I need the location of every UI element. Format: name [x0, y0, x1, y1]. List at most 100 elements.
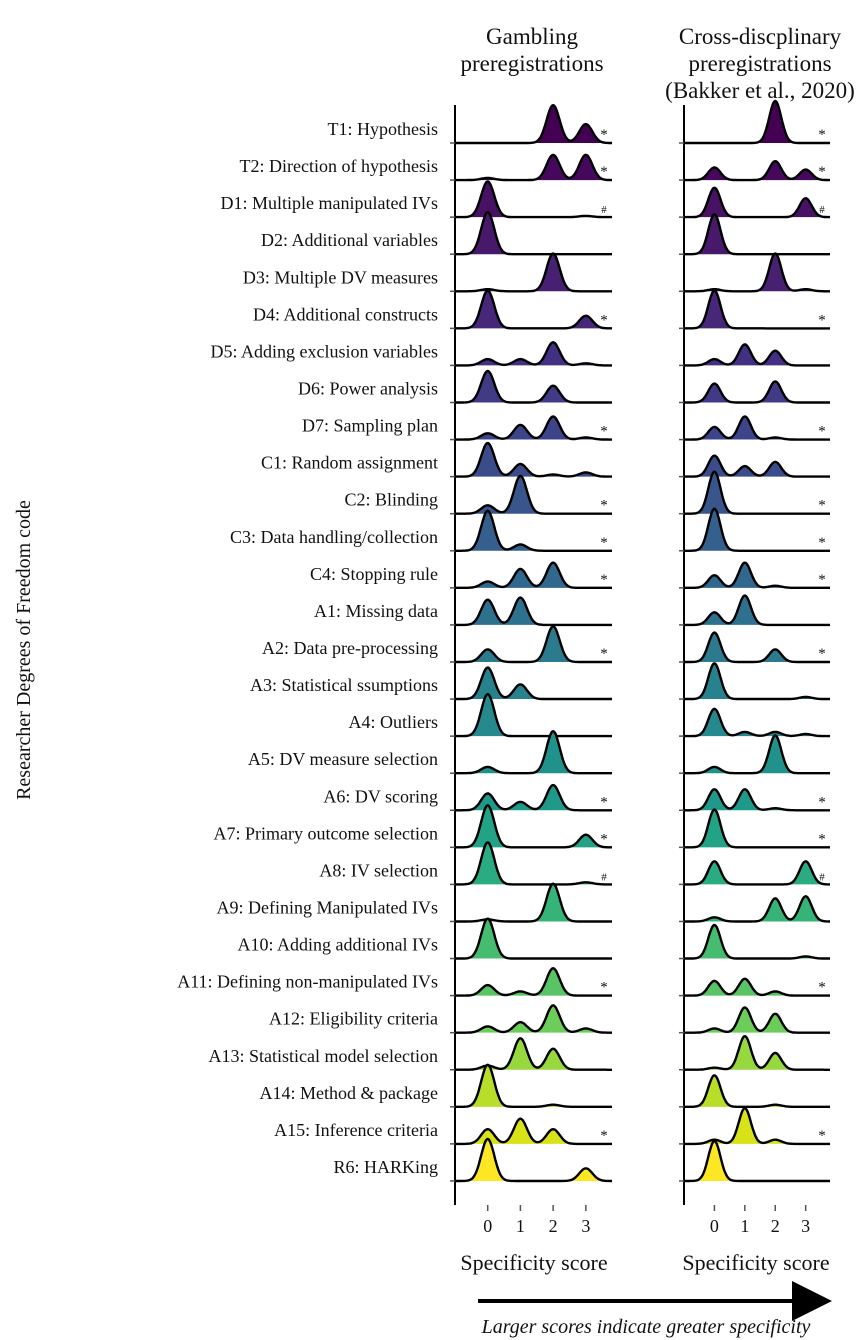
- ridge-line: [684, 380, 830, 404]
- ridge-line: [684, 594, 830, 627]
- row-label: T2: Direction of hypothesis: [240, 156, 438, 176]
- row-label: D6: Power analysis: [298, 378, 438, 398]
- ridge-area: [455, 212, 612, 255]
- ridge-line: [455, 729, 612, 775]
- ridge-line: [455, 341, 612, 367]
- y-axis-label: Researcher Degrees of Freedom code: [13, 500, 35, 800]
- row-label: C3: Data handling/collection: [230, 527, 438, 547]
- flag: *: [818, 980, 826, 996]
- flag: *: [818, 535, 826, 551]
- ridge-line: [684, 808, 830, 849]
- ridge-area: [684, 508, 830, 551]
- x-tick-label: 1: [516, 1216, 525, 1236]
- row-label: A1: Missing data: [314, 601, 438, 621]
- row-label: A4: Outliers: [349, 712, 439, 732]
- ridge-area: [455, 371, 612, 403]
- row-label: A9: Defining Manipulated IVs: [217, 897, 438, 917]
- ridge-area: [684, 187, 830, 218]
- flag: *: [600, 127, 608, 143]
- panel-title: preregistrations: [688, 51, 831, 76]
- row-label: T1: Hypothesis: [328, 119, 439, 139]
- ridge-line: [684, 252, 830, 293]
- ridge-line: [455, 211, 612, 256]
- ridge-area: [455, 290, 612, 329]
- ridge-line: [684, 561, 830, 589]
- ridge-line: [455, 882, 612, 923]
- ridge-area: [684, 861, 830, 885]
- ridge-line: [684, 662, 830, 701]
- ridge-area: [455, 154, 612, 181]
- row-label: C2: Blinding: [344, 490, 438, 510]
- flag: *: [818, 164, 826, 180]
- ridge-line: [684, 788, 830, 812]
- ridge-line: [684, 860, 830, 886]
- row-label: A3: Statistical ssumptions: [250, 675, 438, 695]
- x-tick-label: 0: [710, 1216, 719, 1236]
- ridge-line: [684, 213, 830, 256]
- ridge-area: [684, 809, 830, 848]
- ridge-line: [684, 923, 830, 960]
- row-label: D4: Additional constructs: [253, 304, 438, 324]
- ridge-area: [684, 1075, 830, 1107]
- row-label: R6: HARKing: [333, 1157, 438, 1177]
- row-label: A7: Primary outcome selection: [214, 823, 438, 843]
- ridge-line: [455, 369, 612, 404]
- ridge-area: [684, 978, 830, 996]
- ridge-line: [455, 561, 612, 589]
- ridge-line: [684, 415, 830, 441]
- ridge-area: [455, 694, 612, 737]
- x-tick-label: 1: [740, 1216, 749, 1236]
- ridge-area: [455, 253, 612, 292]
- flag: *: [818, 831, 826, 847]
- x-tick-label: 2: [549, 1216, 558, 1236]
- ridge-area: [684, 663, 830, 700]
- ridge-area: [684, 925, 830, 959]
- ridge-line: [455, 1117, 612, 1146]
- ridge-line: [455, 625, 612, 664]
- row-label: A8: IV selection: [319, 860, 438, 880]
- flag: *: [818, 1128, 826, 1144]
- ridge-area: [684, 455, 830, 477]
- ridge-area: [684, 214, 830, 255]
- ridge-area: [455, 918, 612, 959]
- row-label: D2: Additional variables: [261, 230, 438, 250]
- panel-title: Gambling: [486, 24, 578, 49]
- flag: *: [818, 646, 826, 662]
- ridge-area: [455, 443, 612, 477]
- ridge-line: [455, 1004, 612, 1034]
- ridge-line: [684, 1034, 830, 1071]
- ridge-area: [455, 785, 612, 811]
- ridge-area: [455, 667, 612, 700]
- flag: #: [819, 871, 825, 883]
- ridge-area: [455, 805, 612, 848]
- row-label: C1: Random assignment: [261, 453, 438, 473]
- ridge-area: [684, 735, 830, 774]
- ridge-line: [455, 252, 612, 293]
- ridge-line: [455, 474, 612, 515]
- flag: *: [600, 980, 608, 996]
- ridge-area: [684, 416, 830, 440]
- ridge-area: [455, 731, 612, 774]
- ridge-line: [684, 707, 830, 738]
- x-axis-label: Specificity score: [460, 1250, 607, 1275]
- flag: *: [818, 572, 826, 588]
- ridge-area: [684, 101, 830, 143]
- row-label: A14: Method & package: [260, 1083, 438, 1103]
- row-label: A11: Defining non-manipulated IVs: [177, 972, 438, 992]
- ridge-line: [684, 507, 830, 552]
- ridge-line: [684, 99, 830, 145]
- row-label: D7: Sampling plan: [302, 416, 438, 436]
- ridge-line: [455, 804, 612, 849]
- flag: *: [818, 794, 826, 810]
- flag: *: [818, 312, 826, 328]
- ridge-line: [684, 1139, 830, 1183]
- x-tick-label: 2: [771, 1216, 780, 1236]
- ridge-line: [455, 1137, 612, 1183]
- ridge-line: [455, 967, 612, 997]
- row-label: A12: Eligibility criteria: [269, 1009, 438, 1029]
- flag: *: [600, 1128, 608, 1144]
- ridge-line: [684, 186, 830, 219]
- ridge-line: [684, 631, 830, 664]
- panel-title: Cross-discplinary: [679, 24, 842, 49]
